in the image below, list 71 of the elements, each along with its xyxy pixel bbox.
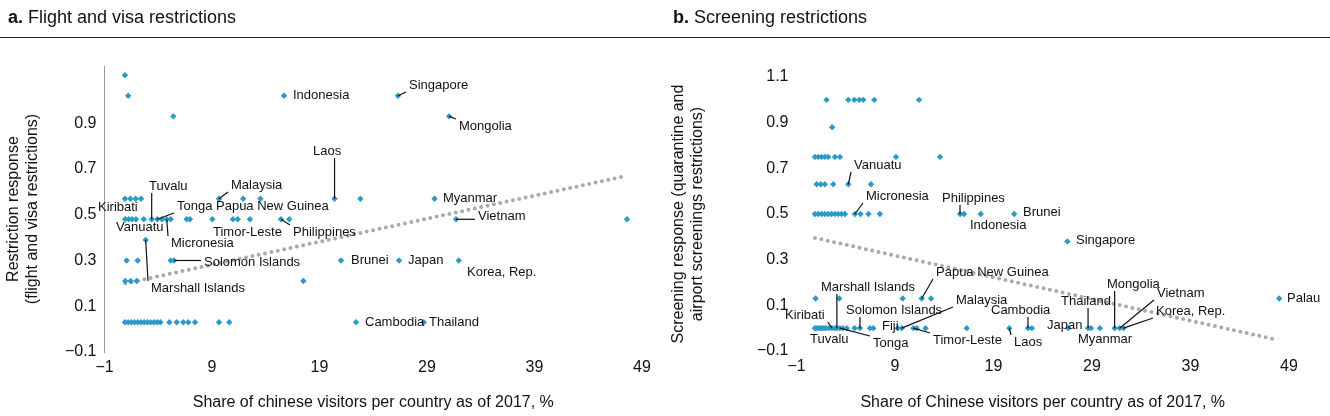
annotation: Tuvalu <box>810 330 849 346</box>
x-tick-label: 39 <box>525 358 544 376</box>
x-tick-label: 19 <box>310 358 329 376</box>
x-tick-label: −1 <box>787 357 806 375</box>
annotation: Marshall Islands <box>821 278 916 294</box>
x-tick-label: 49 <box>633 358 651 376</box>
annotation: Tonga <box>873 334 910 350</box>
y-tick-label: −0.1 <box>756 341 789 359</box>
y-axis-title: Restriction response (flight and visa restrictions) <box>4 113 41 305</box>
annotation: Solomon Islands <box>204 253 301 269</box>
y-tick-label: −0.1 <box>64 342 97 360</box>
y-tick-label: 0.5 <box>766 204 789 222</box>
x-tick-label: 39 <box>1181 357 1200 375</box>
annotation: Korea, Rep. <box>1156 302 1226 318</box>
annotation: Laos <box>1014 333 1043 349</box>
annotation: Indonesia <box>970 216 1028 232</box>
annotation: Tuvalu <box>149 177 188 193</box>
chart-title: a. Flight and visa restrictions <box>0 0 665 38</box>
annotation: Laos <box>313 142 342 158</box>
annotation: Myanmar <box>1078 330 1133 346</box>
annotation: Philippines <box>942 189 1006 205</box>
annotation: Brunei <box>1023 203 1061 219</box>
annotation: Mongolia <box>459 117 513 133</box>
chart-title: b. Screening restrictions <box>665 0 1330 38</box>
annotation: Kiribati <box>98 198 138 214</box>
y-tick-label: 0.3 <box>74 250 97 268</box>
y-tick-label: 0.7 <box>766 158 789 176</box>
y-tick-label: 0.3 <box>766 250 789 268</box>
annotation: Korea, Rep. <box>467 263 537 279</box>
annotation: Malaysia <box>956 291 1009 307</box>
y-tick-label: 1.1 <box>766 67 789 85</box>
annotation: Vanuatu <box>854 156 902 172</box>
x-tick-label: −1 <box>95 358 114 376</box>
annotation: Tonga <box>177 197 214 213</box>
x-tick-label: 9 <box>890 357 900 375</box>
annotation: Timor-Leste <box>213 223 282 239</box>
y-axis-title: Screening response (quarantine and airport screenings restrictions) <box>669 84 706 344</box>
annotation: Japan <box>408 251 444 267</box>
annotation: Cambodia <box>365 313 426 329</box>
annotation: Singapore <box>409 76 469 92</box>
annotation: Japan <box>1047 316 1083 332</box>
x-tick-label: 29 <box>1083 357 1101 375</box>
annotation: Micronesia <box>866 187 930 203</box>
y-tick-label: 0.7 <box>74 159 97 177</box>
x-tick-label: 29 <box>418 358 436 376</box>
annotation: Palau <box>1287 289 1321 305</box>
x-axis-title: Share of Chinese visitors per country as of 2017, % <box>860 392 1226 410</box>
y-tick-label: 0.9 <box>74 113 97 131</box>
annotation: Philippines <box>293 223 357 239</box>
annotation: Myanmar <box>443 189 498 205</box>
annotation: Thailand <box>429 313 479 329</box>
annotation: Thailand <box>1061 292 1111 308</box>
x-tick-label: 19 <box>984 357 1003 375</box>
annotation: Brunei <box>351 251 389 267</box>
y-tick-label: 0.1 <box>74 296 97 314</box>
y-tick-label: 0.5 <box>74 205 97 223</box>
annotation: Vanuatu <box>116 218 164 234</box>
x-tick-label: 9 <box>207 358 217 376</box>
annotation: Indonesia <box>293 86 351 102</box>
x-axis-title: Share of chinese visitors per country as of 2017, % <box>192 392 554 410</box>
annotation: Solomon Islands <box>846 301 943 317</box>
annotation: Fiji <box>882 317 899 333</box>
annotation: Singapore <box>1076 231 1136 247</box>
y-tick-label: 0.9 <box>766 113 789 131</box>
annotation: Papua New Guinea <box>936 263 1050 279</box>
annotation: Papua New Guinea <box>216 197 330 213</box>
annotation: Marshall Islands <box>151 279 246 295</box>
annotation: Malaysia <box>231 176 284 192</box>
x-tick-label: 49 <box>1280 357 1298 375</box>
annotation: Vietnam <box>478 207 526 223</box>
annotation: Timor-Leste <box>933 331 1002 347</box>
